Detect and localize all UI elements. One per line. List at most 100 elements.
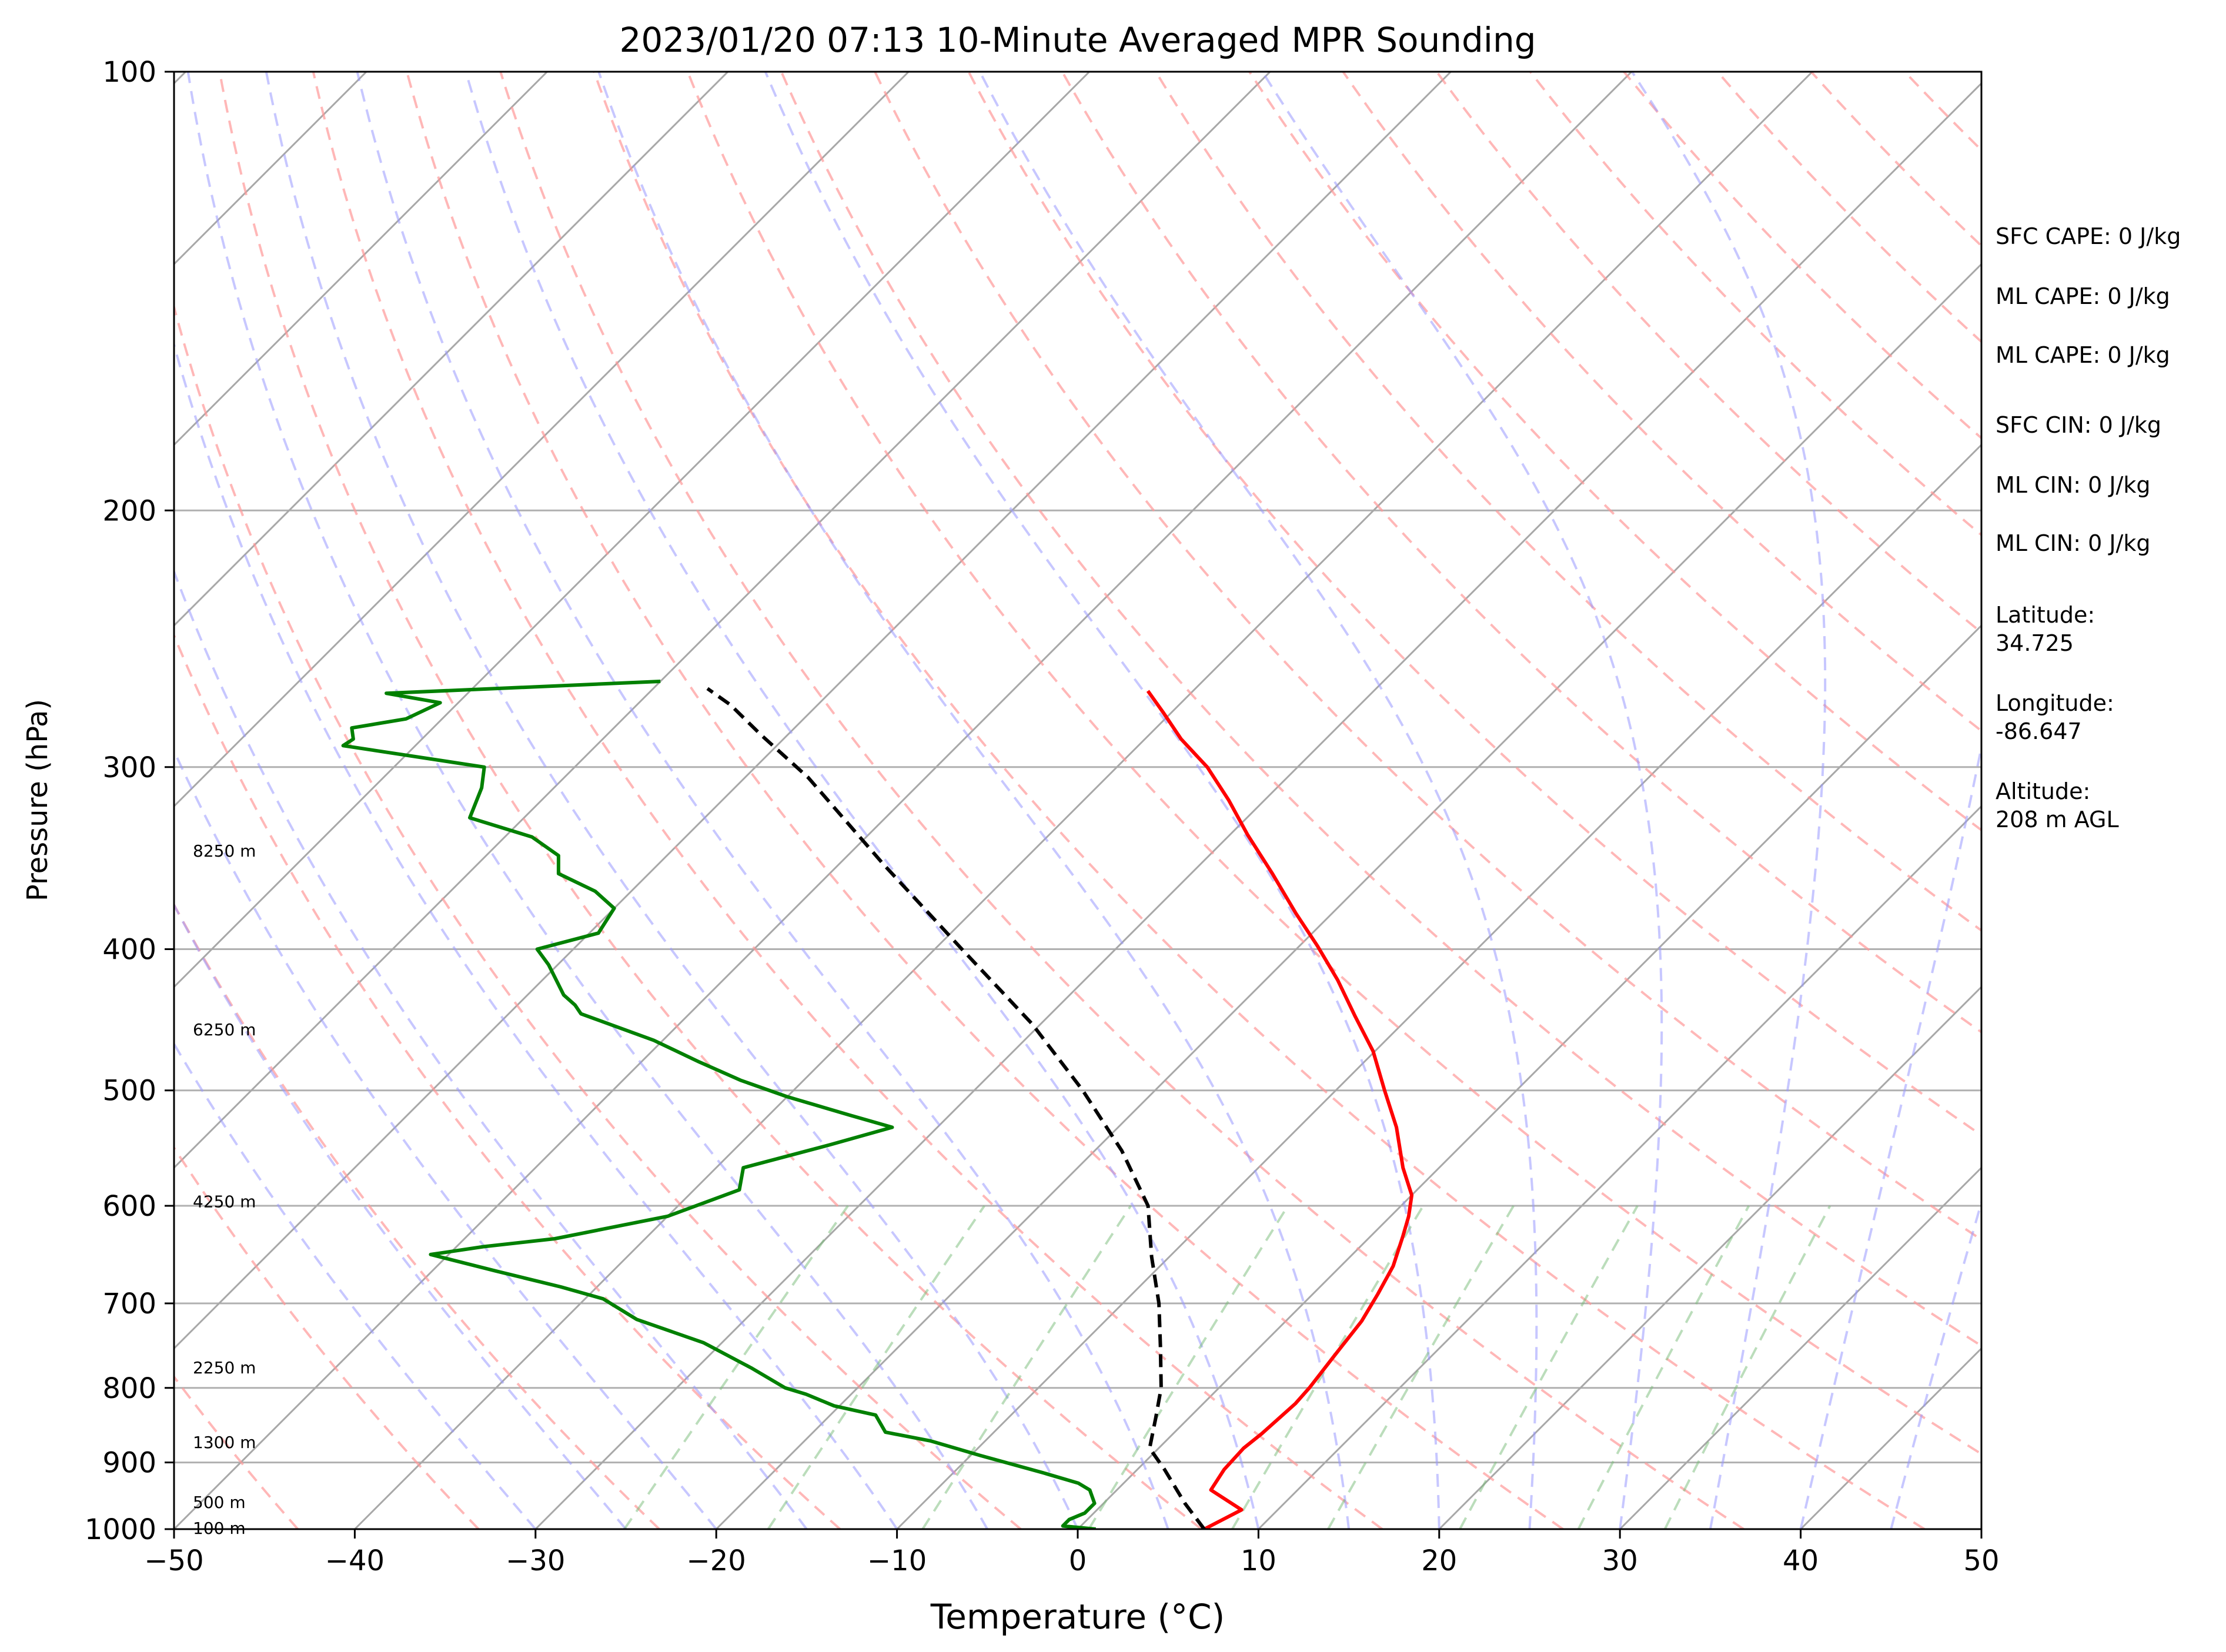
isotherm-line bbox=[1077, 624, 1981, 1529]
height-label: 2250 m bbox=[193, 1358, 256, 1377]
x-tick-label: 50 bbox=[1963, 1544, 1999, 1577]
isotherm-line bbox=[1438, 985, 1981, 1529]
y-tick-label: 400 bbox=[102, 934, 156, 967]
dry-adiabat-line bbox=[174, 1145, 480, 1529]
series-lines bbox=[341, 680, 1414, 1529]
moist-adiabat-line bbox=[186, 72, 989, 1529]
dry-adiabat-line bbox=[686, 72, 1981, 1456]
isotherm-line bbox=[174, 72, 548, 446]
moist-adiabat-line bbox=[265, 72, 1079, 1529]
x-tick-label: 30 bbox=[1602, 1544, 1638, 1577]
y-tick-label: 600 bbox=[102, 1190, 156, 1223]
x-tick-label: −20 bbox=[687, 1544, 746, 1577]
isotherm-line bbox=[174, 72, 1633, 1529]
y-tick-label: 1000 bbox=[85, 1513, 156, 1546]
dry-adiabat-line bbox=[1061, 72, 1981, 1034]
isotherm-line bbox=[174, 72, 1452, 1350]
isotherm-line bbox=[354, 72, 1813, 1529]
ml-cin-text-2: ML CIN: 0 J/kg bbox=[1996, 530, 2150, 556]
mixing-ratio-line bbox=[1231, 1205, 1425, 1529]
dry-adiabat-line bbox=[218, 72, 1202, 1529]
latitude-label: Latitude: bbox=[1996, 602, 2095, 628]
x-tick-label: 40 bbox=[1783, 1544, 1819, 1577]
height-label: 6250 m bbox=[193, 1020, 256, 1039]
isotherm-line bbox=[1619, 1166, 1981, 1529]
moist-adiabat-line bbox=[1261, 72, 1663, 1529]
height-label: 8250 m bbox=[193, 841, 256, 861]
x-tick-label: −30 bbox=[506, 1544, 565, 1577]
altitude-value: 208 m AGL bbox=[1996, 807, 2119, 832]
isotherm-line bbox=[174, 72, 910, 808]
dry-adiabat-line bbox=[406, 72, 1564, 1529]
moist-adiabat-line bbox=[1799, 741, 1981, 1529]
dry-adiabat-line bbox=[593, 72, 1926, 1529]
mixing-ratio-line bbox=[1327, 1205, 1515, 1529]
dry-adiabat-line bbox=[780, 72, 1981, 1347]
axis-ticks: −50 −40 −30 −20 −10 0 10 20 30 40 50 100 200 300 400 50… bbox=[85, 56, 2000, 1577]
dry-adiabat-line bbox=[1155, 72, 1981, 932]
mixing-ratio-line bbox=[1663, 1205, 1831, 1529]
sfc-cin-text: SFC CIN: 0 J/kg bbox=[1996, 412, 2161, 438]
dewpoint-line bbox=[341, 680, 1097, 1529]
height-label: 500 m bbox=[193, 1493, 246, 1512]
isotherm-line bbox=[174, 72, 1090, 988]
x-axis-label: Temperature (°C) bbox=[930, 1597, 1225, 1637]
ml-cape-text: ML CAPE: 0 J/kg bbox=[1996, 283, 2170, 309]
y-axis-label: Pressure (hPa) bbox=[21, 699, 54, 901]
temperature-line bbox=[1146, 690, 1414, 1529]
background-lines bbox=[174, 72, 1981, 1529]
isotherm-line bbox=[534, 82, 1981, 1529]
mixing-ratio-line bbox=[623, 1205, 849, 1529]
ml-cin-text: ML CIN: 0 J/kg bbox=[1996, 472, 2150, 498]
mixing-ratio-line bbox=[921, 1205, 1132, 1529]
isotherm-line bbox=[174, 72, 1271, 1169]
dry-adiabat-line bbox=[174, 633, 841, 1529]
isotherm-line bbox=[716, 263, 1981, 1529]
height-label: 100 m bbox=[193, 1519, 246, 1538]
latitude-value: 34.725 bbox=[1996, 630, 2074, 656]
mixing-ratio-line bbox=[1088, 1205, 1289, 1529]
dry-adiabat-line bbox=[174, 302, 1022, 1529]
isotherm-line bbox=[896, 443, 1981, 1529]
longitude-value: -86.647 bbox=[1996, 718, 2082, 744]
isotherm-line bbox=[174, 72, 729, 627]
y-tick-label: 800 bbox=[102, 1372, 156, 1405]
moist-adiabat-line bbox=[764, 72, 1440, 1529]
height-labels: 8250 m 6250 m 4250 m 2250 m 1300 m 500 m 100 m bbox=[193, 841, 256, 1538]
dry-adiabat-line bbox=[1248, 72, 1981, 832]
moist-adiabat-line bbox=[597, 72, 1351, 1529]
height-label: 4250 m bbox=[193, 1192, 256, 1212]
mixing-ratio-line bbox=[1577, 1205, 1750, 1529]
mixing-ratio-line bbox=[767, 1205, 985, 1529]
chart-title: 2023/01/20 07:13 10-Minute Averaged MPR … bbox=[619, 20, 1536, 60]
x-tick-label: −50 bbox=[144, 1544, 203, 1577]
sfc-cape-text: SFC CAPE: 0 J/kg bbox=[1996, 223, 2181, 249]
height-label: 1300 m bbox=[193, 1433, 256, 1452]
mixing-ratio-line bbox=[1459, 1205, 1639, 1529]
moist-adiabat-line bbox=[174, 748, 717, 1529]
annotation-panel: SFC CAPE: 0 J/kg ML CAPE: 0 J/kg ML CAPE… bbox=[1996, 223, 2181, 832]
dry-adiabat-line bbox=[874, 72, 1981, 1242]
isotherm-line bbox=[1258, 805, 1981, 1529]
moist-adiabat-line bbox=[464, 72, 1260, 1529]
x-tick-label: −40 bbox=[325, 1544, 385, 1577]
dry-adiabat-line bbox=[312, 72, 1383, 1529]
y-tick-label: 900 bbox=[102, 1447, 156, 1480]
y-tick-label: 500 bbox=[102, 1075, 156, 1108]
altitude-label: Altitude: bbox=[1996, 778, 2090, 804]
moist-adiabat-line bbox=[1631, 72, 1827, 1529]
ml-cape-text-2: ML CAPE: 0 J/kg bbox=[1996, 342, 2170, 368]
longitude-label: Longitude: bbox=[1996, 690, 2114, 716]
y-tick-label: 700 bbox=[102, 1288, 156, 1320]
dry-adiabat-line bbox=[967, 72, 1981, 1137]
x-tick-label: 20 bbox=[1421, 1544, 1457, 1577]
x-tick-label: 10 bbox=[1241, 1544, 1276, 1577]
y-tick-label: 200 bbox=[102, 494, 156, 527]
y-tick-label: 300 bbox=[102, 751, 156, 784]
moist-adiabat-line bbox=[356, 72, 1169, 1529]
moist-adiabat-line bbox=[978, 72, 1538, 1529]
moist-adiabat-line bbox=[174, 340, 898, 1529]
dry-adiabat-line bbox=[499, 72, 1744, 1529]
parcel-line bbox=[706, 687, 1206, 1529]
